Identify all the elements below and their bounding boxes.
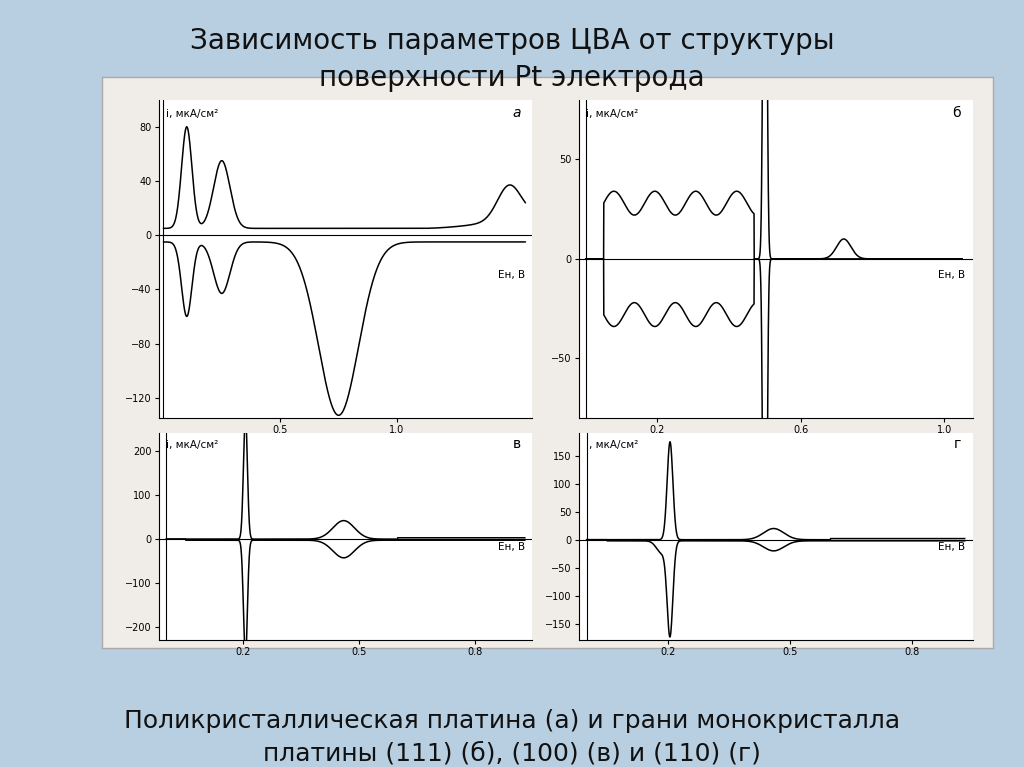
- Text: б: б: [952, 106, 961, 120]
- Text: i, мкА/см²: i, мкА/см²: [587, 109, 639, 119]
- Text: Eн, В: Eн, В: [938, 542, 965, 552]
- Text: Eн, В: Eн, В: [498, 542, 525, 552]
- Text: а: а: [513, 106, 521, 120]
- Text: i, мкА/см²: i, мкА/см²: [166, 439, 218, 449]
- Text: i, мкА/см²: i, мкА/см²: [587, 439, 639, 449]
- Text: г: г: [953, 437, 961, 452]
- Text: в: в: [513, 437, 521, 452]
- Text: Зависимость параметров ЦВА от структуры
поверхности Pt электрода: Зависимость параметров ЦВА от структуры …: [189, 27, 835, 91]
- Text: i, мкА/см²: i, мкА/см²: [166, 109, 218, 119]
- Text: Eн, В: Eн, В: [938, 270, 965, 280]
- Text: Поликристаллическая платина (а) и грани монокристалла
платины (111) (б), (100) (: Поликристаллическая платина (а) и грани …: [124, 709, 900, 765]
- Text: Eн, В: Eн, В: [498, 270, 525, 280]
